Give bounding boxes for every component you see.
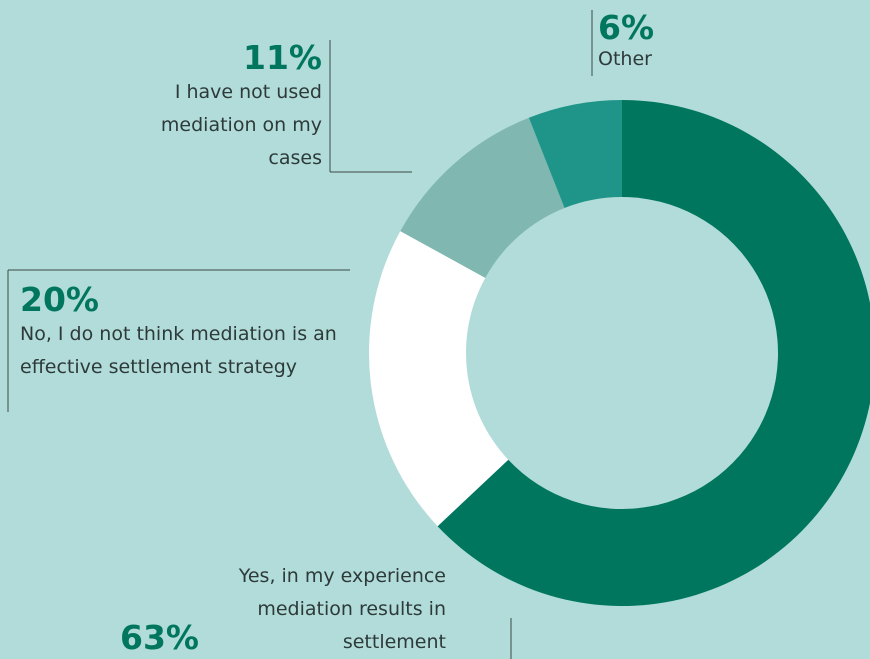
value-label: 63% bbox=[120, 618, 199, 657]
category-label: No, I do not think mediation is an effec… bbox=[20, 323, 337, 378]
category-label: Other bbox=[598, 48, 652, 70]
category-label: I have not used mediation on my cases bbox=[160, 81, 322, 169]
label-other: 6% Other bbox=[598, 10, 798, 72]
donut-segment bbox=[528, 100, 622, 208]
donut-segment bbox=[437, 100, 870, 606]
label-not-used: 11% I have not used mediation on my case… bbox=[122, 40, 322, 175]
value-label: 20% bbox=[20, 280, 99, 319]
value-label: 6% bbox=[598, 8, 655, 47]
label-no: 20% No, I do not think mediation is an e… bbox=[20, 282, 340, 384]
category-label: Yes, in my experience mediation results … bbox=[238, 565, 446, 653]
value-label: 11% bbox=[243, 38, 322, 77]
label-yes: Yes, in my experience mediation results … bbox=[156, 560, 446, 659]
donut-segment bbox=[368, 231, 509, 527]
donut-segment bbox=[400, 117, 565, 278]
label-yes-value: 63% bbox=[120, 620, 199, 656]
